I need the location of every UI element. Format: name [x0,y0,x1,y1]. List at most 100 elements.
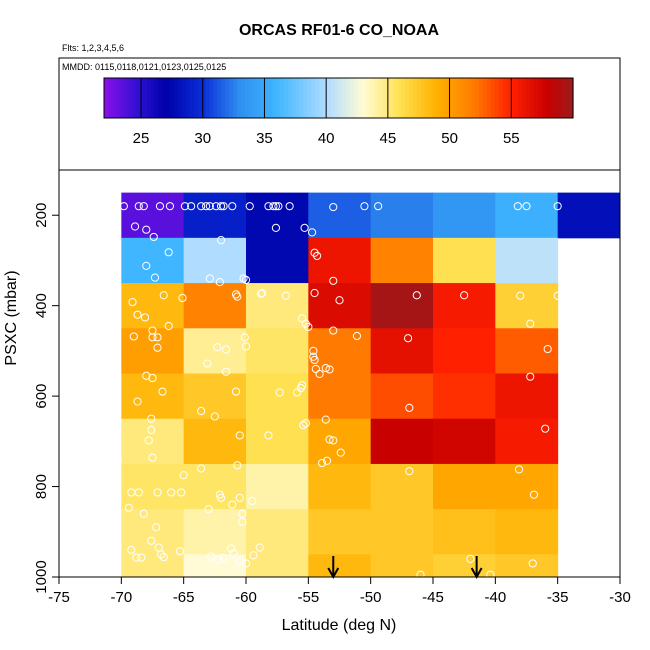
observation-point [405,467,414,476]
observation-point [219,202,228,211]
observation-point [133,397,142,406]
observation-point [317,458,327,468]
colorbar-segment [162,78,168,118]
heatmap-cell [433,237,496,284]
observation-point [329,436,338,445]
colorbar-segment [350,78,355,118]
x-tick-label: -65 [173,589,195,606]
heatmap-cell [370,328,434,374]
observation-point [134,202,143,211]
observation-point [325,365,334,374]
heatmap-cell [495,192,559,239]
heatmap-cell [183,328,247,374]
colorbar-segment [467,78,472,118]
observation-point [139,509,148,518]
colorbar-segment [166,78,172,118]
colorbar-segment [225,78,230,118]
y-tick-label: 600 [33,384,50,409]
colorbar-segment [451,78,457,118]
colorbar-segment [510,78,515,118]
colorbar-segment [244,78,250,118]
observation-point [133,310,142,319]
y-tick-label: 400 [33,293,50,318]
observation-point [187,202,196,211]
colorbar-tick-label: 30 [194,130,211,147]
heatmap-cell [308,283,372,329]
heatmap-cell [433,283,496,329]
observation-point [197,202,206,211]
heatmap-cells [121,192,621,578]
colorbar-segment [264,78,269,118]
colorbar-segment [283,78,289,118]
observation-point [271,202,281,211]
observation-point [513,202,522,211]
heatmap-cell [246,418,309,465]
colorbar-segment [252,78,258,118]
colorbar-tick-label: 50 [441,130,458,147]
colorbar-segment [248,78,254,118]
observation-point [553,202,562,211]
colorbar-segment [299,78,304,118]
heatmap-cell [246,463,309,510]
heatmap-cell [308,554,372,578]
colorbar-segment [444,78,449,118]
observation-point [152,523,161,532]
colorbar-segment [111,78,117,118]
observation-point [335,296,344,305]
colorbar-segment [569,78,574,118]
heatmap-cell [246,192,309,239]
observation-point [180,202,190,211]
observation-point [322,456,332,465]
observation-point [164,321,173,331]
observation-point [142,261,151,270]
heatmap-cell [308,192,372,239]
observation-point [153,333,162,342]
heatmap-cell [370,373,434,420]
colorbar-segment [561,78,566,118]
observation-point [113,455,122,464]
observation-point [336,448,345,457]
colorbar-segment [420,78,426,118]
observation-point [158,387,167,396]
colorbar-segment [197,78,203,118]
colorbar-segment [565,78,570,118]
colorbar-tick-label: 45 [380,130,397,147]
observation-point [148,373,157,383]
observation-point [214,555,223,564]
observation-point [255,543,264,552]
observation-point [241,559,251,568]
heatmap-cell [121,418,185,465]
observation-point [137,553,146,562]
observation-point [307,228,317,237]
colorbar-segment [537,78,543,118]
flights-label: Flts: 1,2,3,4,5,6 [62,43,124,53]
colorbar-segment [401,78,406,118]
colorbar-segment [389,78,394,118]
heatmap-cell [183,418,247,465]
observation-point [249,551,258,560]
observation-point [304,322,313,332]
observation-point [403,334,413,343]
observation-point [216,202,226,211]
colorbar-segment [498,78,504,118]
heatmap-cell [433,328,496,374]
observation-point [221,345,231,354]
y-tick-label: 1000 [33,560,50,593]
observation-point [233,292,242,301]
heatmap-cell [495,328,559,374]
heatmap-cell [433,418,496,465]
heatmap-cell [246,283,309,329]
observation-point [405,403,414,412]
observation-point [269,202,278,211]
colorbar-border [103,77,574,119]
observation-point [553,291,562,300]
colorbar-segment [545,78,551,118]
x-tick-label: -30 [609,589,631,606]
observation-point [197,406,206,416]
observation-point [134,488,143,497]
colorbar-tick-label: 35 [256,130,273,147]
observation-point [514,465,524,474]
observation-point [132,553,141,562]
x-tick-label: -35 [547,589,569,606]
colorbar-segment [373,78,379,118]
